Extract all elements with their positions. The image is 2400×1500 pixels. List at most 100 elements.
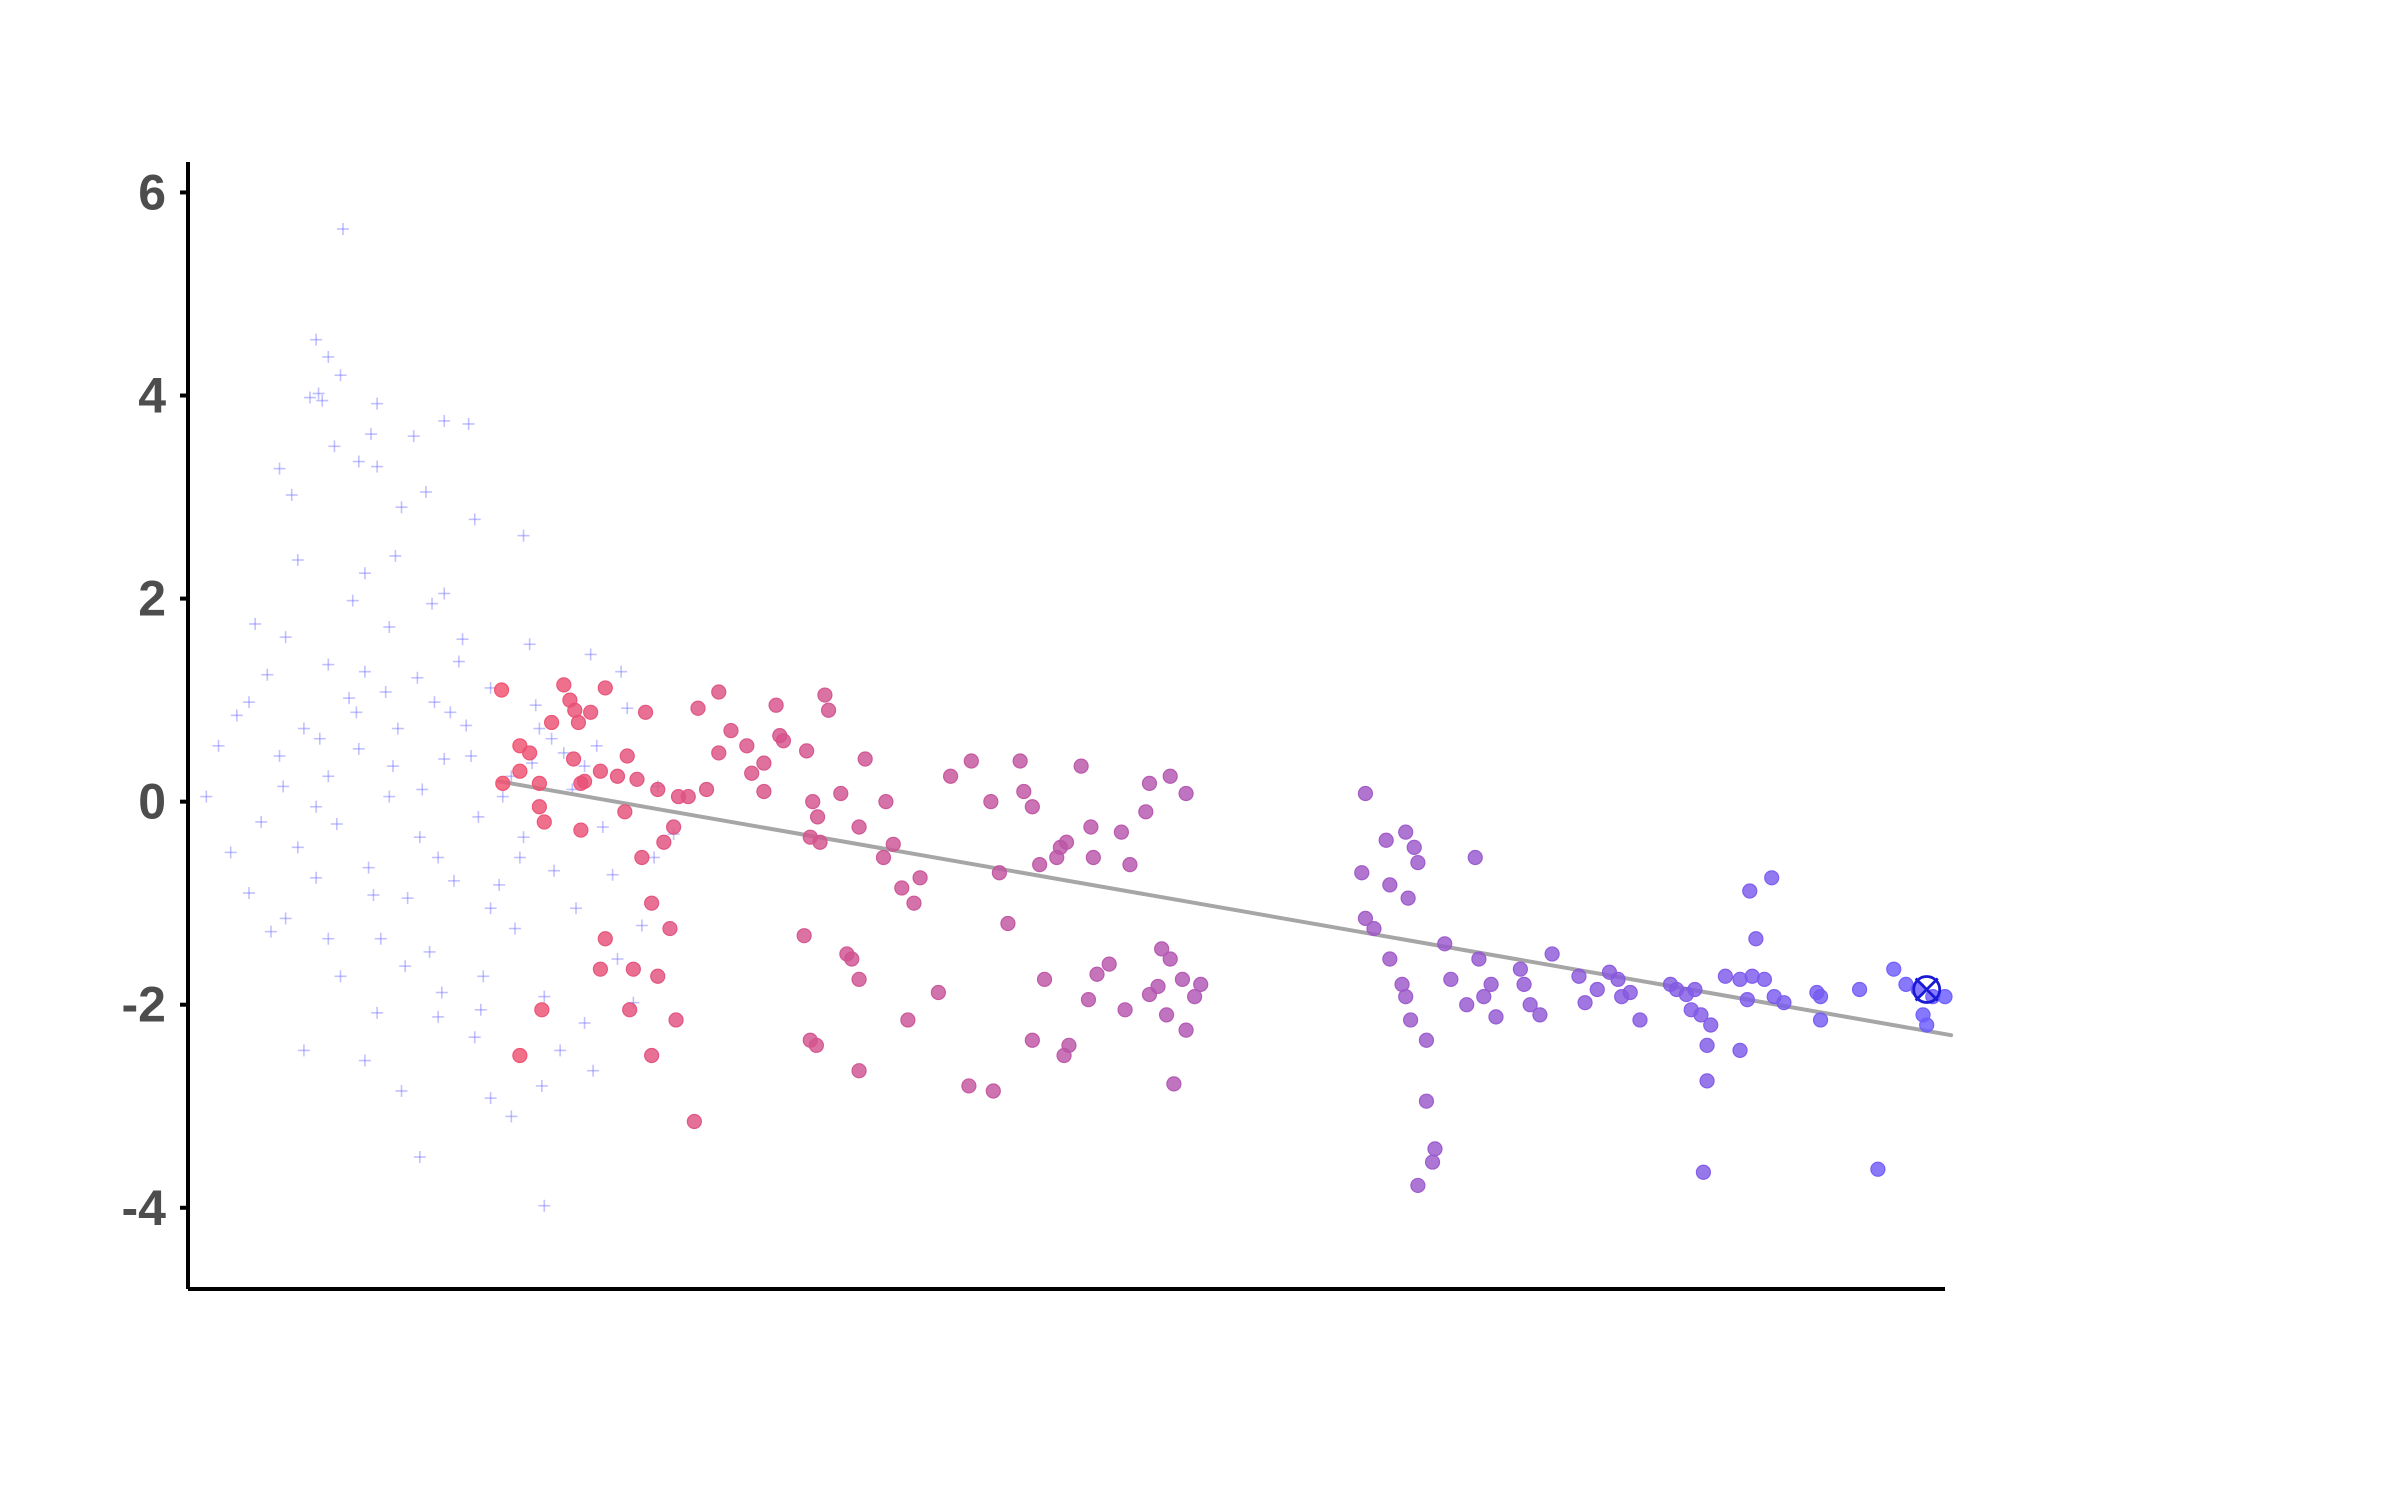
highlight-point <box>1687 981 1703 998</box>
background-point <box>358 567 371 580</box>
background-point <box>413 1151 426 1164</box>
highlight-point <box>775 733 792 749</box>
background-point <box>538 1199 551 1212</box>
y-tick-label: -4 <box>122 1180 167 1236</box>
highlight-point <box>875 849 892 866</box>
highlight-point <box>1357 785 1374 802</box>
highlight-point <box>1024 799 1040 815</box>
background-point <box>273 462 286 475</box>
highlight-point <box>556 677 572 693</box>
fit-line-layer <box>497 779 1954 1038</box>
highlight-point <box>1138 804 1154 820</box>
highlight-point <box>963 753 979 769</box>
highlight-point <box>1154 941 1170 957</box>
background-point <box>621 702 634 715</box>
background-point <box>484 902 497 915</box>
highlight-point <box>637 704 654 720</box>
highlight-point <box>1471 951 1487 967</box>
highlight-point <box>625 961 641 977</box>
background-point <box>413 831 426 844</box>
highlight-point <box>1056 1047 1072 1064</box>
background-point <box>336 223 349 236</box>
highlight-point <box>1870 1161 1886 1177</box>
highlight-target-marker <box>1912 975 1942 1004</box>
highlight-point <box>1443 971 1459 987</box>
highlight-point <box>583 704 599 720</box>
highlight-point <box>851 971 867 987</box>
highlight-point <box>1378 832 1394 848</box>
highlight-point <box>609 768 626 784</box>
background-point <box>243 887 256 900</box>
highlight-point <box>1357 910 1374 927</box>
background-point <box>395 501 408 514</box>
background-point <box>584 648 597 661</box>
background-point <box>416 783 429 796</box>
highlight-point <box>1699 1037 1715 1053</box>
background-point <box>358 665 371 678</box>
highlight-point <box>522 745 538 761</box>
highlight-point <box>1544 946 1560 962</box>
highlight-point <box>1410 1177 1426 1194</box>
background-point <box>285 489 298 502</box>
highlight-point <box>686 1113 702 1130</box>
background-point <box>452 655 465 668</box>
highlight-point <box>512 1047 528 1064</box>
highlight-point <box>544 714 560 731</box>
highlight-point <box>650 968 666 984</box>
highlight-point <box>805 794 821 810</box>
highlight-point <box>1577 995 1593 1011</box>
highlight-point <box>1522 997 1538 1013</box>
highlight-point <box>690 700 706 716</box>
background-point <box>367 889 380 902</box>
highlight-point <box>809 809 826 825</box>
highlight-point <box>1622 984 1638 1001</box>
highlight-point <box>668 1012 684 1028</box>
background-point <box>383 621 396 634</box>
background-point <box>477 970 490 983</box>
highlight-point <box>1418 1032 1435 1048</box>
highlight-point <box>900 1012 916 1028</box>
highlight-point <box>534 1002 550 1018</box>
background-points-layer <box>200 223 680 1212</box>
highlight-point <box>531 799 548 815</box>
background-point <box>438 753 451 766</box>
background-point <box>224 846 237 859</box>
y-tick-label: 0 <box>138 774 166 830</box>
background-point <box>310 800 323 813</box>
background-point <box>243 696 256 709</box>
highlight-point <box>536 814 552 830</box>
background-point <box>312 387 325 400</box>
highlight-point <box>1162 951 1178 967</box>
background-point <box>548 864 561 877</box>
highlight-point <box>1113 824 1130 840</box>
highlight-point <box>1150 978 1166 995</box>
highlight-point <box>1400 890 1416 906</box>
background-point <box>322 770 335 783</box>
background-point <box>432 1010 445 1023</box>
highlight-point <box>1812 1012 1829 1028</box>
highlight-point <box>768 697 784 713</box>
highlight-point <box>565 751 582 767</box>
background-point <box>468 1031 481 1044</box>
highlight-point <box>1101 956 1117 972</box>
background-point <box>456 633 469 646</box>
highlight-point <box>1193 976 1209 993</box>
highlight-point <box>1382 877 1398 893</box>
background-point <box>444 706 457 719</box>
background-point <box>371 460 384 473</box>
background-point <box>358 1054 371 1067</box>
background-point <box>389 549 402 562</box>
background-point <box>297 722 310 735</box>
background-point <box>310 333 323 346</box>
highlight-point <box>1083 819 1099 835</box>
background-point <box>379 685 392 698</box>
highlight-point <box>573 822 589 838</box>
highlight-point <box>597 680 613 696</box>
highlight-point <box>617 804 633 820</box>
background-point <box>352 742 365 755</box>
highlight-point <box>1000 915 1016 932</box>
background-point <box>517 529 530 542</box>
highlight-point <box>894 880 910 896</box>
background-point <box>508 922 521 935</box>
highlight-point <box>723 722 739 739</box>
